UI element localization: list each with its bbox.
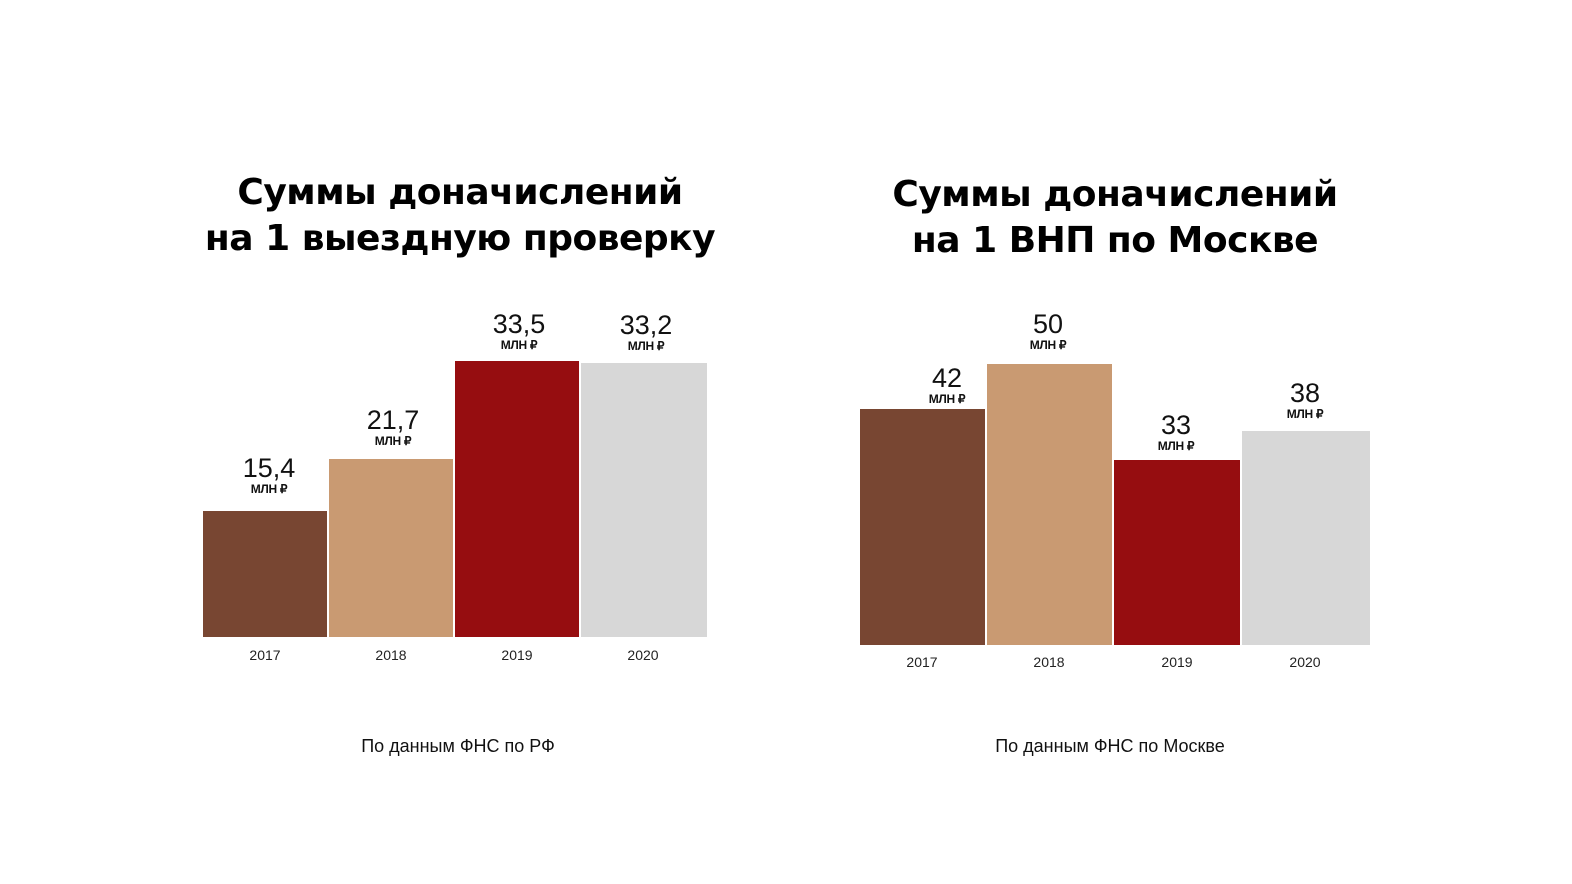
- chart-1-title-line2: на 1 выездную проверку: [204, 218, 716, 259]
- value-label-2020: 38 МЛН ₽: [1286, 378, 1324, 421]
- x-label-2017: 2017: [906, 654, 938, 670]
- bar-2018: [987, 364, 1112, 645]
- bar-2020: [1242, 431, 1370, 645]
- x-label-2018: 2018: [375, 647, 407, 663]
- chart-2-title: Суммы доначислений на 1 ВНП по Москве: [810, 172, 1420, 264]
- bar-2017: [203, 511, 327, 637]
- bar-2019: [1114, 460, 1240, 645]
- value-label-2018: 21,7 МЛН ₽: [366, 405, 420, 448]
- chart-2-plot: 42 МЛН ₽ 50 МЛН ₽ 33 МЛН ₽ 38 МЛН ₽: [860, 300, 1370, 645]
- x-label-2017: 2017: [249, 647, 281, 663]
- bar-2017: [860, 409, 985, 645]
- chart-2-title-line1: Суммы доначислений: [892, 174, 1338, 215]
- chart-1-title: Суммы доначислений на 1 выездную проверк…: [150, 170, 770, 262]
- chart-1-title-line1: Суммы доначислений: [237, 172, 683, 213]
- value-label-2017: 42 МЛН ₽: [928, 363, 966, 406]
- chart-2-source: По данным ФНС по Москве: [995, 736, 1225, 756]
- bar-2019: [455, 361, 579, 637]
- x-label-2020: 2020: [627, 647, 659, 663]
- value-label-2019: 33,5 МЛН ₽: [492, 309, 546, 352]
- value-label-2020: 33,2 МЛН ₽: [619, 310, 673, 353]
- x-label-2019: 2019: [501, 647, 533, 663]
- bar-2018: [329, 459, 453, 637]
- value-label-2019: 33 МЛН ₽: [1157, 410, 1195, 453]
- chart-2-title-line2: на 1 ВНП по Москве: [911, 220, 1319, 261]
- x-label-2018: 2018: [1033, 654, 1065, 670]
- x-label-2019: 2019: [1161, 654, 1193, 670]
- bar-2020: [581, 363, 707, 637]
- value-label-2017: 15,4 МЛН ₽: [242, 453, 296, 496]
- chart-1-source: По данным ФНС по РФ: [361, 736, 555, 756]
- value-label-2018: 50 МЛН ₽: [1029, 309, 1067, 352]
- x-label-2020: 2020: [1289, 654, 1321, 670]
- chart-1-plot: 15,4 МЛН ₽ 21,7 МЛН ₽ 33,5 МЛН ₽ 33,2 МЛ…: [203, 300, 707, 637]
